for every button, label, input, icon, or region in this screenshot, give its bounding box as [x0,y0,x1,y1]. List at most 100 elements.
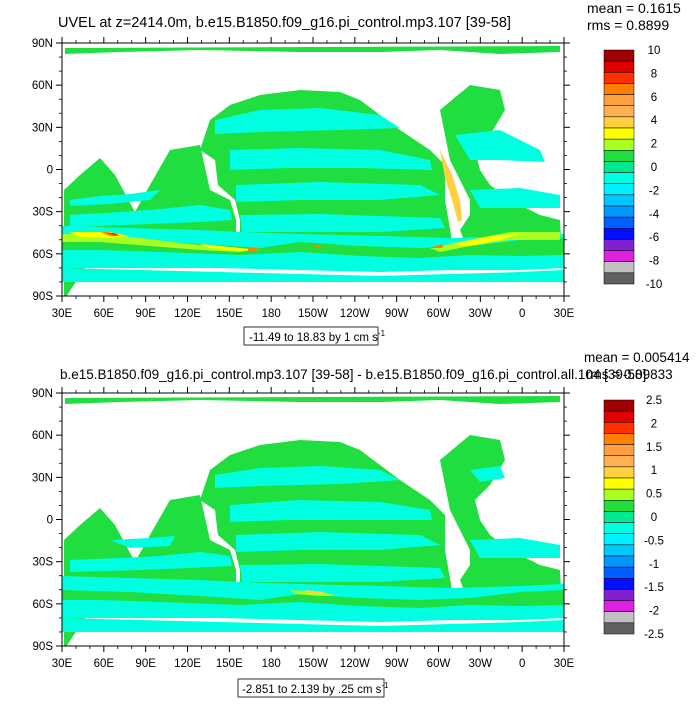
y-tick-label: 90N [32,38,53,50]
panel-2-title: b.e15.B1850.f09_g16.pi_control.mp3.107 [… [60,367,646,382]
x-tick-label: 150E [216,308,243,320]
colorbar-swatch [603,105,635,118]
panel-2-range-superscript: -1 [381,681,389,690]
svg-text:-11.49 to 18.83 by 1 cm s-1: -11.49 to 18.83 by 1 cm s-1 [249,329,386,344]
colorbar-label: 4 [651,115,658,127]
y-tick-label: 30S [33,207,54,219]
colorbar-swatch [603,544,635,557]
x-tick-label: 90W [385,658,409,670]
colorbar-swatch [603,444,635,456]
colorbar-swatch [603,522,635,534]
colorbar-label: 0 [651,512,657,524]
panel-1-colorbar: 10 8 6 4 2 0 -2 -4 -6 -8 -10 [603,45,663,291]
colorbar-swatch [603,555,635,568]
x-tick-label: 120W [340,658,370,670]
colorbar-swatch [603,477,635,490]
x-tick-label: 120W [340,308,370,320]
x-tick-label: 60W [427,658,451,670]
colorbar-label: -0.5 [644,535,664,547]
colorbar-label: -1.5 [644,582,664,594]
y-tick-label: 30S [33,557,54,569]
colorbar-swatch [603,205,635,218]
colorbar-label: 0 [651,162,657,174]
colorbar-swatch [603,433,635,445]
y-tick-label: 0 [47,165,53,177]
colorbar-label: 2.5 [646,395,662,407]
panel-2-range-label: -2.851 to 2.139 by .25 cm s [242,684,382,696]
y-tick-label: 60S [33,249,54,261]
colorbar-swatch [603,161,635,173]
colorbar-swatch [603,466,635,479]
colorbar-swatch [603,399,635,412]
x-tick-label: 0 [519,308,525,320]
colorbar-label: 2 [651,139,657,151]
colorbar-swatch [603,511,635,523]
colorbar-label: 10 [648,45,661,57]
colorbar-label: 8 [651,68,657,80]
x-tick-label: 60E [94,658,115,670]
x-tick-label: 150W [298,308,328,320]
colorbar-label: 6 [651,92,657,104]
x-tick-label: 30E [52,658,73,670]
colorbar-swatch [603,488,635,501]
y-tick-label: 0 [47,515,53,527]
panel-2: b.e15.B1850.f09_g16.pi_control.mp3.107 [… [32,350,690,698]
colorbar-swatch [603,83,635,95]
colorbar-label: 1.5 [646,442,662,454]
colorbar-swatch [603,239,635,251]
colorbar-label: -10 [646,279,663,291]
colorbar-label: 1 [651,465,657,477]
x-tick-label: 0 [519,658,525,670]
colorbar-swatch [603,422,635,434]
panel-2-range-box: -2.851 to 2.139 by .25 cm s-1 [237,678,389,698]
colorbar-label: -8 [649,256,659,268]
y-tick-label: 90N [32,388,53,400]
panel-1-mean: mean = 0.1615 [587,0,681,16]
colorbar-swatch [603,183,635,196]
colorbar-swatch [603,138,635,151]
colorbar-swatch [603,533,635,546]
colorbar-label: -6 [649,232,659,244]
x-tick-label: 30E [554,658,575,670]
panel-2-rms: rms = 0.09833 [586,367,673,382]
panel-1-plot-area [62,43,564,296]
colorbar-label: -4 [649,209,660,221]
y-tick-label: 30N [32,472,53,484]
colorbar-swatch [603,589,635,601]
colorbar-swatch [603,578,635,590]
x-tick-label: 90E [135,308,156,320]
panel-2-mean: mean = 0.005414 [584,350,690,365]
panel-2-plot-area [62,393,564,646]
y-tick-label: 30N [32,122,53,134]
colorbar-swatch [603,60,635,73]
colorbar-swatch [603,261,635,274]
x-tick-label: 30W [469,308,493,320]
colorbar-swatch [603,127,635,140]
panel-1-range-label: -11.49 to 18.83 by 1 cm s [249,332,378,344]
colorbar-swatch [603,566,635,579]
colorbar-swatch [603,116,635,129]
x-tick-label: 180 [262,308,281,320]
colorbar-swatch [603,216,635,229]
y-tick-label: 90S [33,641,54,653]
panel-1-ocean-field [62,46,564,296]
colorbar-swatch [603,250,635,262]
colorbar-swatch [603,600,635,612]
x-tick-label: 150E [216,658,243,670]
x-tick-label: 180 [262,658,281,670]
colorbar-swatch [603,410,635,423]
colorbar-label: -1 [649,559,659,571]
colorbar-swatch [603,194,635,207]
colorbar-swatch [603,500,635,512]
panel-1-range-superscript: -1 [378,329,386,338]
colorbar-swatch [603,72,635,84]
panel-2-axes: 30E 60E 90E 120E 150E 180 150W 120W 90W 60W 30W 0 30… [32,387,575,670]
colorbar-swatch [603,455,635,468]
colorbar-swatch [603,172,635,184]
colorbar-swatch [603,272,635,285]
panel-1: UVEL at z=2414.0m, b.e15.B1850.f09_g16.p… [32,0,681,346]
colorbar-label: -2.5 [644,629,664,641]
x-tick-label: 120E [174,308,201,320]
colorbar-swatch [603,228,635,240]
